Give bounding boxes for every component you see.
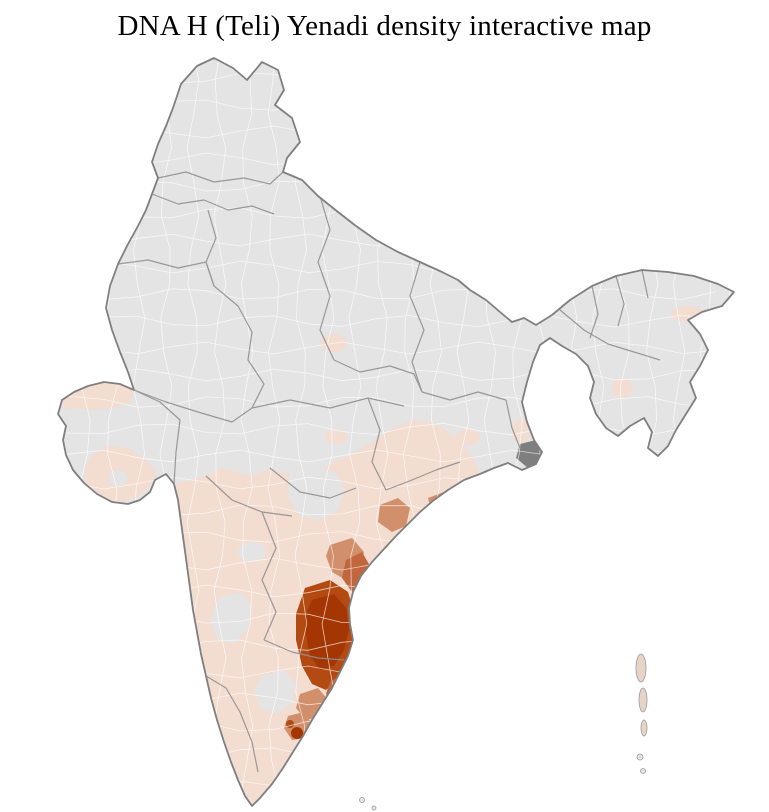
island-andaman-1[interactable] [635,653,647,683]
island-andaman-4[interactable] [636,753,644,761]
region-manipur-low-density[interactable] [612,378,632,398]
region-nellore-core-darkest[interactable] [306,594,349,670]
region-central-mp-low-density[interactable] [325,430,347,444]
region-kutch-low-density[interactable] [62,382,134,410]
region-tamilnadu-dark-spot-b[interactable] [303,739,313,749]
region-odisha-medium-a[interactable] [378,498,410,532]
island-dot-1[interactable] [359,797,365,803]
region-tamilnadu-interior-no-data[interactable] [254,670,296,714]
region-north-karnataka-no-data[interactable] [238,542,266,562]
region-tamilnadu-dark-spot-c[interactable] [286,720,294,728]
island-andaman-5[interactable] [640,768,646,774]
india-outline [57,57,735,807]
island-andaman-3[interactable] [640,719,648,737]
map-title: DNA H (Teli) Yenadi density interactive … [117,10,652,42]
region-tamilnadu-dark-spot-a[interactable] [291,727,303,739]
island-andaman-2[interactable] [638,687,648,713]
state-borders [117,171,661,773]
island-dot-2[interactable] [371,805,377,811]
region-kathiawar-no-data[interactable] [108,470,128,486]
region-jharkhand-low-density[interactable] [456,429,480,445]
districts-layer [58,58,734,806]
